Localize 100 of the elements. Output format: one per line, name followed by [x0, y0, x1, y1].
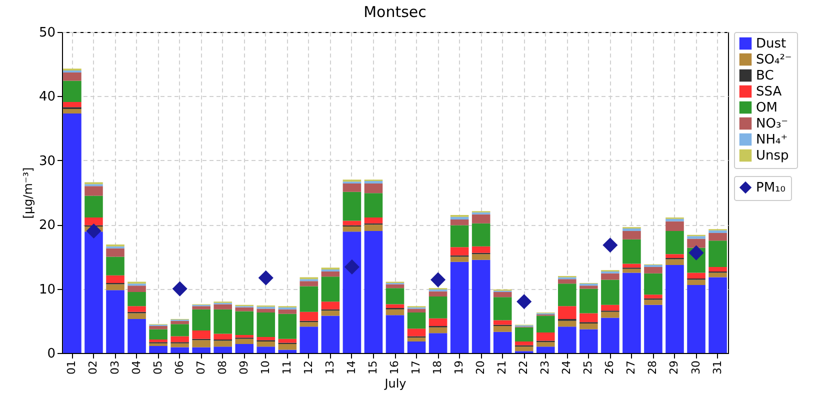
bar	[128, 306, 146, 312]
bar	[450, 216, 469, 220]
bar	[63, 102, 82, 108]
bar	[235, 335, 254, 338]
x-tick-label: 16	[388, 360, 401, 374]
bar	[214, 309, 232, 334]
bar	[666, 218, 684, 222]
bar	[364, 193, 383, 218]
chart-title: Montsec	[364, 3, 426, 21]
x-tick-label: 09	[237, 360, 250, 374]
x-tick-label: 22	[517, 360, 530, 374]
legend-label: NO₃⁻	[756, 116, 788, 132]
point	[516, 294, 532, 309]
bar	[622, 228, 641, 232]
legend-label: SO₄²⁻	[756, 52, 792, 68]
bar	[256, 346, 276, 353]
bar	[84, 196, 103, 218]
x-tick-label: 19	[452, 360, 466, 374]
bar	[170, 324, 189, 336]
bar	[407, 308, 426, 313]
x-tick-label: 18	[431, 360, 444, 374]
bar	[622, 272, 641, 353]
bar	[601, 312, 620, 318]
point	[603, 238, 618, 252]
bar	[644, 304, 662, 353]
bar	[106, 275, 124, 284]
x-axis-title: July	[384, 376, 406, 390]
bar	[708, 230, 727, 233]
bar	[386, 288, 404, 304]
x-tick-label: 14	[344, 360, 358, 374]
legend-label: SSA	[756, 84, 782, 100]
bar	[644, 300, 662, 305]
bar	[580, 323, 598, 330]
bar	[342, 184, 362, 192]
bar	[214, 346, 232, 353]
bar	[428, 296, 448, 318]
bar	[708, 240, 727, 267]
bar	[493, 297, 512, 320]
y-axis-title: [μg/m⁻³]	[20, 167, 35, 219]
legend-label: Dust	[756, 36, 786, 52]
bar	[235, 311, 254, 336]
bar	[708, 277, 727, 353]
bar	[472, 260, 490, 353]
bar	[407, 328, 426, 336]
bar	[128, 292, 146, 306]
bar	[106, 284, 124, 290]
bar	[687, 236, 706, 239]
bar	[450, 262, 469, 353]
bar	[666, 231, 684, 254]
bar	[106, 290, 124, 353]
bar	[170, 336, 189, 342]
y-tick-label: 0	[47, 346, 56, 362]
bar	[450, 256, 469, 262]
y-tick-label: 10	[38, 282, 56, 298]
bar	[687, 272, 706, 279]
bar	[514, 346, 534, 352]
point	[172, 282, 187, 296]
bar	[450, 225, 469, 248]
bar	[687, 238, 706, 248]
legend-label: NH₄⁺	[756, 132, 788, 148]
bar	[580, 313, 598, 322]
bar	[149, 346, 168, 353]
bar	[364, 231, 383, 353]
bar	[278, 350, 297, 353]
bar	[666, 259, 684, 266]
bar	[84, 186, 103, 196]
bar	[558, 306, 576, 319]
bar	[601, 318, 620, 353]
x-tick-label: 31	[710, 360, 724, 374]
x-tick-label: 23	[538, 360, 552, 374]
x-tick-label: 05	[151, 360, 164, 374]
x-tick-label: 20	[474, 360, 488, 374]
bar	[321, 316, 340, 353]
x-tick-label: 26	[603, 360, 616, 374]
bar	[278, 309, 297, 314]
bar	[300, 281, 318, 286]
bar	[493, 326, 512, 332]
bar	[450, 247, 469, 256]
x-tick-label: 27	[624, 360, 638, 374]
bar	[170, 343, 189, 348]
x-tick-label: 01	[65, 360, 78, 374]
bar	[300, 312, 318, 321]
x-tick-label: 15	[366, 360, 380, 374]
bar	[149, 343, 168, 346]
bar	[708, 266, 727, 272]
bar	[644, 294, 662, 298]
bar	[192, 330, 210, 339]
point	[344, 260, 360, 274]
bar	[472, 246, 490, 253]
bar	[622, 268, 641, 273]
bar	[106, 256, 124, 276]
x-tick-label: 13	[323, 360, 336, 374]
x-tick-label: 04	[130, 360, 143, 374]
x-tick-label: 21	[496, 360, 509, 374]
bar	[300, 326, 318, 353]
bar	[170, 347, 189, 353]
bar	[407, 338, 426, 342]
bar	[256, 341, 276, 347]
x-tick-label: 08	[216, 360, 229, 374]
bar	[622, 239, 641, 264]
